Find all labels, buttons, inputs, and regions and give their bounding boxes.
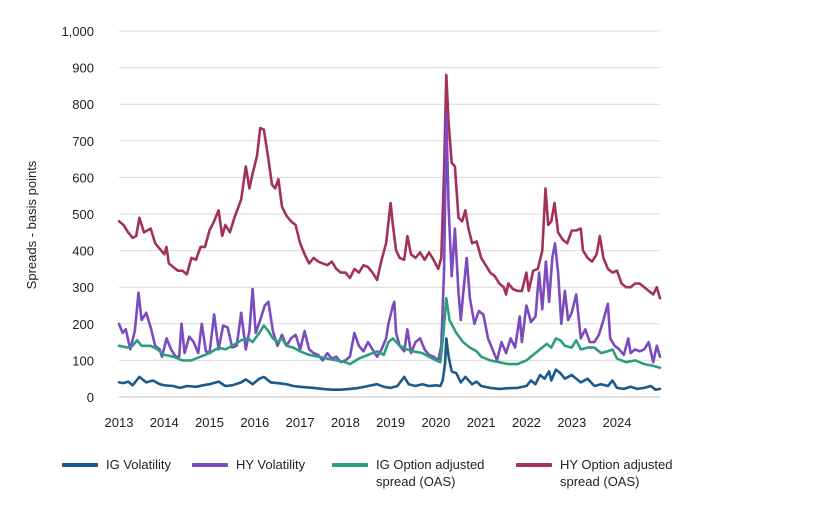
x-tick-label: 2018 (331, 415, 360, 430)
series-line-hy-volatility (117, 113, 662, 364)
y-tick-label: 200 (72, 317, 94, 332)
y-axis-label: Spreads - basis points (24, 160, 39, 289)
legend-label: HY Volatility (236, 457, 306, 472)
legend-swatch-ig-oas (332, 463, 368, 467)
x-tick-label: 2017 (286, 415, 315, 430)
legend-swatch-hy-oas (516, 463, 552, 467)
x-tick-label: 2015 (195, 415, 224, 430)
x-tick-labels: 2013 2014 2015 2016 2017 2018 2019 2020 2021 2022… (105, 415, 632, 430)
legend: IG Volatility HY Volatility IG Option ad… (62, 456, 802, 500)
series-line-ig-volatility (117, 337, 662, 392)
x-tick-label: 2024 (603, 415, 632, 430)
legend-label: IG Volatility (106, 457, 172, 472)
series-line-hy-option-adjusted-spread-oas (117, 73, 662, 300)
x-tick-label: 2019 (376, 415, 405, 430)
legend-item-ig-volatility: IG Volatility (62, 456, 171, 473)
y-tick-label: 0 (87, 390, 94, 405)
y-tick-label: 100 (72, 353, 94, 368)
series-lines (117, 73, 662, 392)
y-tick-label: 500 (72, 207, 94, 222)
x-tick-label: 2021 (467, 415, 496, 430)
x-tick-label: 2023 (557, 415, 586, 430)
legend-item-hy-oas: HY Option adjusted spread (OAS) (516, 456, 673, 490)
legend-swatch-ig-volatility (62, 463, 98, 467)
y-tick-label: 700 (72, 134, 94, 149)
x-tick-label: 2013 (105, 415, 134, 430)
y-tick-label: 400 (72, 244, 94, 259)
y-tick-label: 300 (72, 280, 94, 295)
y-tick-label: 900 (72, 61, 94, 76)
legend-item-hy-volatility: HY Volatility (192, 456, 305, 473)
legend-item-ig-oas: IG Option adjusted spread (OAS) (332, 456, 484, 490)
x-tick-label: 2014 (150, 415, 179, 430)
x-tick-label: 2020 (421, 415, 450, 430)
legend-swatch-hy-volatility (192, 463, 228, 467)
x-tick-label: 2022 (512, 415, 541, 430)
legend-label: HY Option adjusted spread (OAS) (560, 457, 673, 489)
x-tick-label: 2016 (240, 415, 269, 430)
series-line-ig-option-adjusted-spread-oas (117, 296, 662, 370)
legend-label: IG Option adjusted spread (OAS) (376, 457, 485, 489)
y-tick-labels: 0 100 200 300 400 500 600 700 800 900 1,000 (61, 24, 94, 405)
y-tick-label: 600 (72, 170, 94, 185)
y-tick-label: 1,000 (61, 24, 94, 39)
y-tick-label: 800 (72, 97, 94, 112)
